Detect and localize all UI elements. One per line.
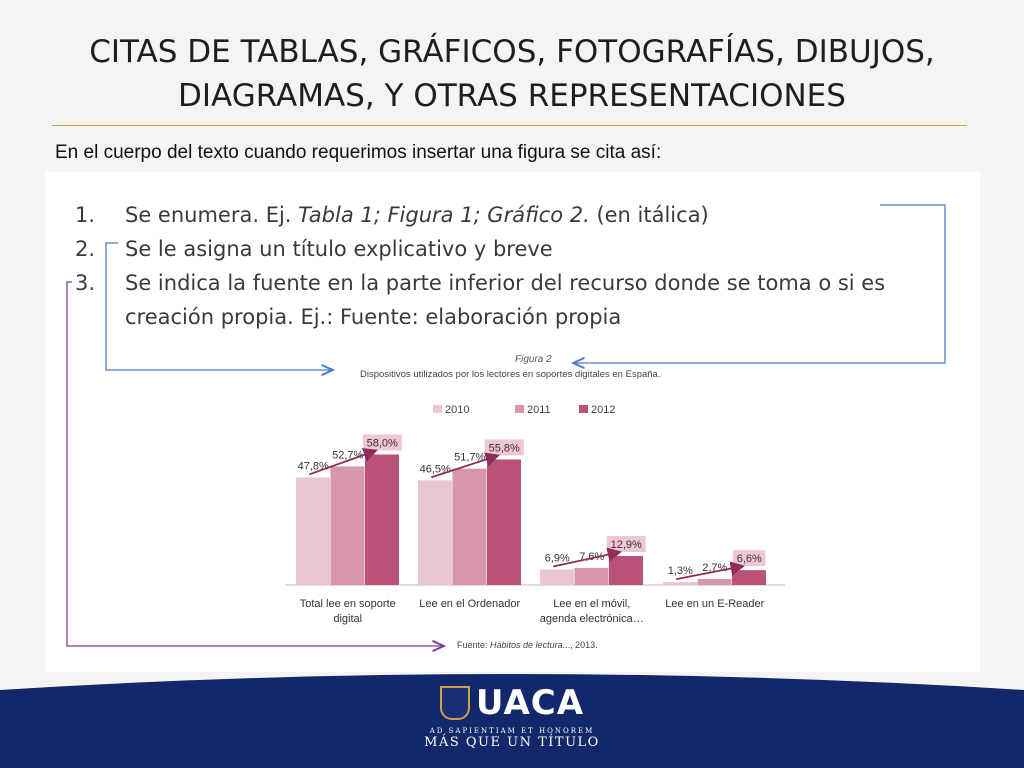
source-prefix: Fuente: <box>457 640 491 650</box>
legend-swatch <box>579 405 588 413</box>
chart-bar <box>540 569 574 585</box>
data-label: 55,8% <box>489 442 520 454</box>
chart-bar <box>609 555 643 585</box>
chart-bar <box>418 480 452 585</box>
category-label: agenda electrónica… <box>540 613 644 625</box>
data-label: 58,0% <box>367 438 398 450</box>
footer-band <box>0 674 1024 768</box>
data-label-highlight <box>484 439 524 456</box>
slide-title-line1: CITAS DE TABLAS, GRÁFICOS, FOTOGRAFÍAS, … <box>89 34 935 70</box>
list-item-number: 1. <box>75 203 96 227</box>
figure-title: Dispositivos utilizados por los lectores… <box>360 369 661 380</box>
title-divider <box>52 125 967 126</box>
chart-bar <box>452 468 487 585</box>
brand-name: UACA <box>475 683 585 723</box>
list-item-number: 3. <box>75 271 96 295</box>
brand-tagline: MÁS QUE UN TÍTULO <box>424 735 600 750</box>
trend-arrow <box>676 561 746 580</box>
data-label-highlight <box>362 434 402 451</box>
list-item: 2. Se le asigna un título explicativo y … <box>75 232 945 266</box>
arrow-title-to-figure-title <box>105 242 333 370</box>
category-label: Lee en el Ordenador <box>419 598 520 610</box>
slide-title-line2: DIAGRAMAS, Y OTRAS REPRESENTACIONES <box>178 78 846 114</box>
legend-label: 2010 <box>445 404 469 416</box>
chart-bar <box>697 578 732 585</box>
legend-swatch <box>433 405 442 413</box>
data-label: 46,5% <box>420 463 451 475</box>
chart-bar <box>487 459 521 585</box>
footer-logo: UACA AD SAPIENTIAM ET HONOREM MÁS QUE UN… <box>0 683 1024 750</box>
category-label: Total lee en soporte <box>300 598 396 610</box>
shield-icon <box>439 686 470 720</box>
list-item-text-after: (en itálica) <box>589 203 709 227</box>
list-item-text: Se indica la fuente en la parte inferior… <box>125 271 886 329</box>
chart-bar <box>330 466 365 585</box>
data-label: 1,3% <box>668 565 693 577</box>
data-label: 51,7% <box>454 452 485 464</box>
list-item: 1. Se enumera. Ej. Tabla 1; Figura 1; Gr… <box>75 198 945 232</box>
figure-panel <box>45 172 980 672</box>
chart-bar <box>732 570 766 585</box>
arrow-number-to-caption <box>573 204 946 363</box>
trend-arrow <box>308 447 378 476</box>
figure-caption: Figura 2 <box>515 354 552 365</box>
category-label: Lee en un E-Reader <box>665 598 764 610</box>
chart-bar <box>663 582 697 585</box>
list-item-text: Se enumera. Ej. Tabla 1; Figura 1; Gráfi… <box>125 198 945 232</box>
category-label: Lee en el móvil, <box>553 598 630 610</box>
source-title: Hábitos de lectura <box>490 640 563 650</box>
trend-arrow <box>553 547 623 568</box>
list-item-text-plain: Se enumera. Ej. <box>125 203 299 227</box>
data-label: 47,8% <box>298 460 329 472</box>
chart-bar <box>296 477 330 585</box>
data-label: 6,6% <box>737 553 762 565</box>
legend-label: 2011 <box>527 404 551 416</box>
list-item-text: Se le asigna un título explicativo y bre… <box>125 237 553 261</box>
data-label: 52,7% <box>332 449 363 461</box>
list-item-number: 2. <box>75 237 96 261</box>
chart-bar <box>574 567 609 585</box>
category-label: digital <box>333 613 362 625</box>
arrow-source-to-footnote <box>66 281 444 646</box>
legend-swatch <box>515 405 524 413</box>
list-item-text-italic: Tabla 1; Figura 1; Gráfico 2. <box>298 203 590 227</box>
list-item: 3. Se indica la fuente en la parte infer… <box>75 266 945 334</box>
data-label: 6,9% <box>545 552 570 564</box>
figure-source: Fuente: Hábitos de lectura..., 2013. <box>457 640 598 650</box>
slide-title: CITAS DE TABLAS, GRÁFICOS, FOTOGRAFÍAS, … <box>0 30 1024 118</box>
chart-bar <box>365 454 399 585</box>
numbered-list: 1. Se enumera. Ej. Tabla 1; Figura 1; Gr… <box>75 198 945 334</box>
intro-text: En el cuerpo del texto cuando requerimos… <box>55 142 662 163</box>
trend-arrow <box>430 452 500 479</box>
data-label: 12,9% <box>611 539 642 551</box>
legend-label: 2012 <box>591 404 615 416</box>
brand-motto: AD SAPIENTIAM ET HONOREM <box>429 727 595 735</box>
source-suffix: ..., 2013. <box>562 640 598 650</box>
